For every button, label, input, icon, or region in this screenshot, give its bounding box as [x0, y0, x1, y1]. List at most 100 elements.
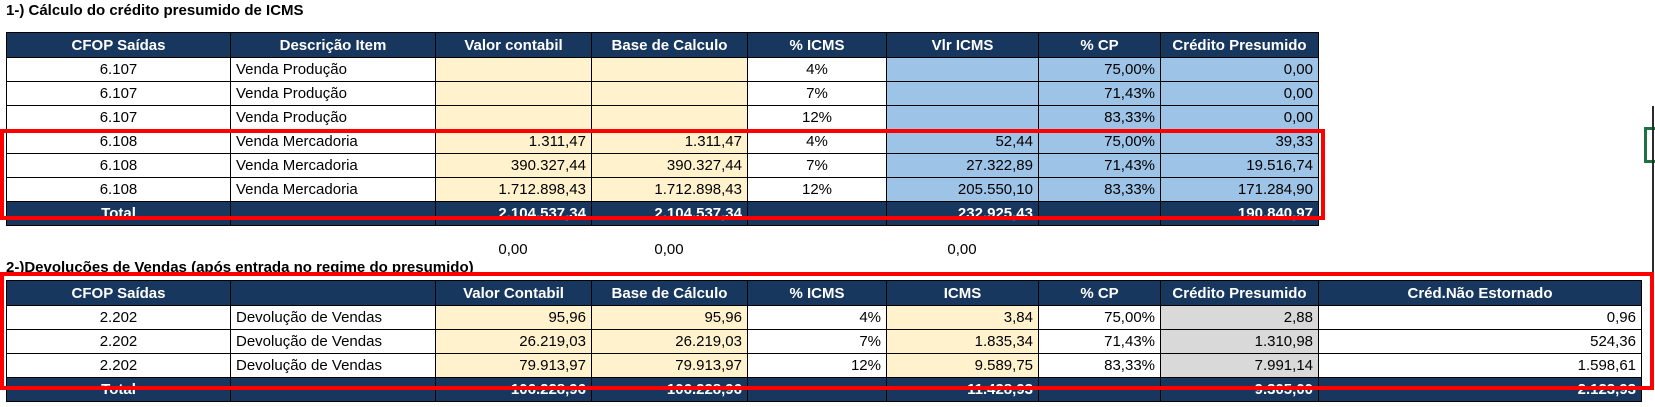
cell-pct-cp[interactable]: 71,43% [1038, 153, 1161, 178]
cell-pct-icms[interactable]: 4% [747, 129, 887, 154]
cell-descricao[interactable]: Venda Produção [230, 81, 436, 106]
cell-cfop[interactable]: 2.202 [6, 329, 231, 354]
cell-pct-icms[interactable]: 7% [747, 81, 887, 106]
cell-cfop[interactable]: 6.107 [6, 105, 231, 130]
cell-pct-icms[interactable]: 12% [747, 177, 887, 202]
cell-pct-cp[interactable]: 83,33% [1038, 177, 1161, 202]
cell-pct-icms[interactable]: 7% [747, 153, 887, 178]
cell-pct-icms[interactable]: 7% [747, 329, 887, 354]
cell-credito-presumido[interactable]: 1.310,98 [1160, 329, 1319, 354]
cell-cfop[interactable]: 2.202 [6, 353, 231, 378]
cell-empty[interactable] [747, 377, 887, 402]
col-header-pct-icms[interactable]: % ICMS [747, 280, 887, 306]
cell-pct-icms[interactable]: 4% [747, 57, 887, 82]
cell-vlr-icms[interactable]: 205.550,10 [886, 177, 1039, 202]
cell-credito-presumido[interactable]: 2,88 [1160, 305, 1319, 330]
cell-total-label[interactable]: Total [6, 201, 231, 226]
cell-empty[interactable] [230, 201, 436, 226]
cell-credito-presumido[interactable]: 0,00 [1160, 81, 1319, 106]
cell-total-base[interactable]: 2.104.537,34 [591, 201, 748, 226]
cell-descricao[interactable]: Venda Produção [230, 57, 436, 82]
col-header-pct-icms[interactable]: % ICMS [747, 32, 887, 58]
col-header-credito-presumido[interactable]: Crédito Presumido [1160, 32, 1319, 58]
col-header-descricao[interactable]: Descrição Item [230, 32, 436, 58]
cell-pct-cp[interactable]: 71,43% [1038, 329, 1161, 354]
cell-icms[interactable]: 3,84 [886, 305, 1039, 330]
cell-total-valor[interactable]: 106.228,96 [435, 377, 592, 402]
cell-pct-cp[interactable]: 75,00% [1038, 129, 1161, 154]
col-header-valor-contabil[interactable]: Valor contabil [435, 32, 592, 58]
cell-vlr-icms[interactable] [886, 105, 1039, 130]
cell-valor-contabil[interactable]: 95,96 [435, 305, 592, 330]
cell-cfop[interactable]: 6.108 [6, 153, 231, 178]
cell-base-calculo[interactable] [591, 81, 748, 106]
cell-icms[interactable]: 9.589,75 [886, 353, 1039, 378]
cell-base-calculo[interactable]: 26.219,03 [591, 329, 748, 354]
col-header-pct-cp[interactable]: % CP [1038, 280, 1161, 306]
cell-descricao[interactable]: Venda Produção [230, 105, 436, 130]
col-header-descricao[interactable] [230, 280, 436, 306]
cell-cfop[interactable]: 2.202 [6, 305, 231, 330]
check-value-base[interactable]: 0,00 [654, 241, 684, 258]
cell-vlr-icms[interactable] [886, 81, 1039, 106]
cell-pct-icms[interactable]: 4% [747, 305, 887, 330]
cell-vlr-icms[interactable]: 27.322,89 [886, 153, 1039, 178]
cell-credito-presumido[interactable]: 0,00 [1160, 105, 1319, 130]
cell-cfop[interactable]: 6.107 [6, 81, 231, 106]
cell-empty[interactable] [1038, 377, 1161, 402]
cell-cred-nao-estornado[interactable]: 1.598,61 [1318, 353, 1642, 378]
cell-pct-cp[interactable]: 71,43% [1038, 81, 1161, 106]
col-header-pct-cp[interactable]: % CP [1038, 32, 1161, 58]
col-header-icms[interactable]: ICMS [886, 280, 1039, 306]
cell-credito-presumido[interactable]: 171.284,90 [1160, 177, 1319, 202]
cell-total-base[interactable]: 106.228,96 [591, 377, 748, 402]
cell-vlr-icms[interactable] [886, 57, 1039, 82]
cell-pct-icms[interactable]: 12% [747, 105, 887, 130]
cell-pct-cp[interactable]: 83,33% [1038, 353, 1161, 378]
cell-base-calculo[interactable]: 390.327,44 [591, 153, 748, 178]
col-header-valor-contabil[interactable]: Valor Contabil [435, 280, 592, 306]
cell-valor-contabil[interactable] [435, 81, 592, 106]
cell-empty[interactable] [747, 201, 887, 226]
cell-pct-cp[interactable]: 75,00% [1038, 305, 1161, 330]
col-header-credito-presumido[interactable]: Crédito Presumido [1160, 280, 1319, 306]
cell-descricao[interactable]: Devolução de Vendas [230, 329, 436, 354]
cell-descricao[interactable]: Venda Mercadoria [230, 153, 436, 178]
cell-base-calculo[interactable]: 1.311,47 [591, 129, 748, 154]
check-value-icms[interactable]: 0,00 [947, 241, 977, 258]
cell-credito-presumido[interactable]: 39,33 [1160, 129, 1319, 154]
cell-descricao[interactable]: Devolução de Vendas [230, 353, 436, 378]
cell-valor-contabil[interactable]: 1.311,47 [435, 129, 592, 154]
col-header-cred-nao-estornado[interactable]: Créd.Não Estornado [1318, 280, 1642, 306]
cell-base-calculo[interactable]: 95,96 [591, 305, 748, 330]
cell-total-credito[interactable]: 190.840,97 [1160, 201, 1319, 226]
cell-total-credito[interactable]: 9.305,00 [1160, 377, 1319, 402]
cell-credito-presumido[interactable]: 19.516,74 [1160, 153, 1319, 178]
cell-cfop[interactable]: 6.108 [6, 129, 231, 154]
cell-descricao[interactable]: Venda Mercadoria [230, 129, 436, 154]
cell-valor-contabil[interactable]: 26.219,03 [435, 329, 592, 354]
cell-vlr-icms[interactable]: 52,44 [886, 129, 1039, 154]
cell-total-label[interactable]: Total [6, 377, 231, 402]
cell-total-icms[interactable]: 11.428,93 [886, 377, 1039, 402]
cell-base-calculo[interactable]: 1.712.898,43 [591, 177, 748, 202]
cell-valor-contabil[interactable]: 1.712.898,43 [435, 177, 592, 202]
cell-pct-cp[interactable]: 75,00% [1038, 57, 1161, 82]
cell-cred-nao-estornado[interactable]: 524,36 [1318, 329, 1642, 354]
col-header-base-calculo[interactable]: Base de Cálculo [591, 280, 748, 306]
cell-total-valor[interactable]: 2.104.537,34 [435, 201, 592, 226]
cell-cfop[interactable]: 6.108 [6, 177, 231, 202]
col-header-cfop[interactable]: CFOP Saídas [6, 280, 231, 306]
cell-descricao[interactable]: Venda Mercadoria [230, 177, 436, 202]
cell-total-vlr-icms[interactable]: 232.925,43 [886, 201, 1039, 226]
cell-empty[interactable] [230, 377, 436, 402]
col-header-vlr-icms[interactable]: Vlr ICMS [886, 32, 1039, 58]
cell-credito-presumido[interactable]: 7.991,14 [1160, 353, 1319, 378]
cell-credito-presumido[interactable]: 0,00 [1160, 57, 1319, 82]
cell-base-calculo[interactable]: 79.913,97 [591, 353, 748, 378]
cell-base-calculo[interactable] [591, 105, 748, 130]
cell-cred-nao-estornado[interactable]: 0,96 [1318, 305, 1642, 330]
cell-valor-contabil[interactable]: 390.327,44 [435, 153, 592, 178]
cell-valor-contabil[interactable] [435, 105, 592, 130]
cell-pct-cp[interactable]: 83,33% [1038, 105, 1161, 130]
